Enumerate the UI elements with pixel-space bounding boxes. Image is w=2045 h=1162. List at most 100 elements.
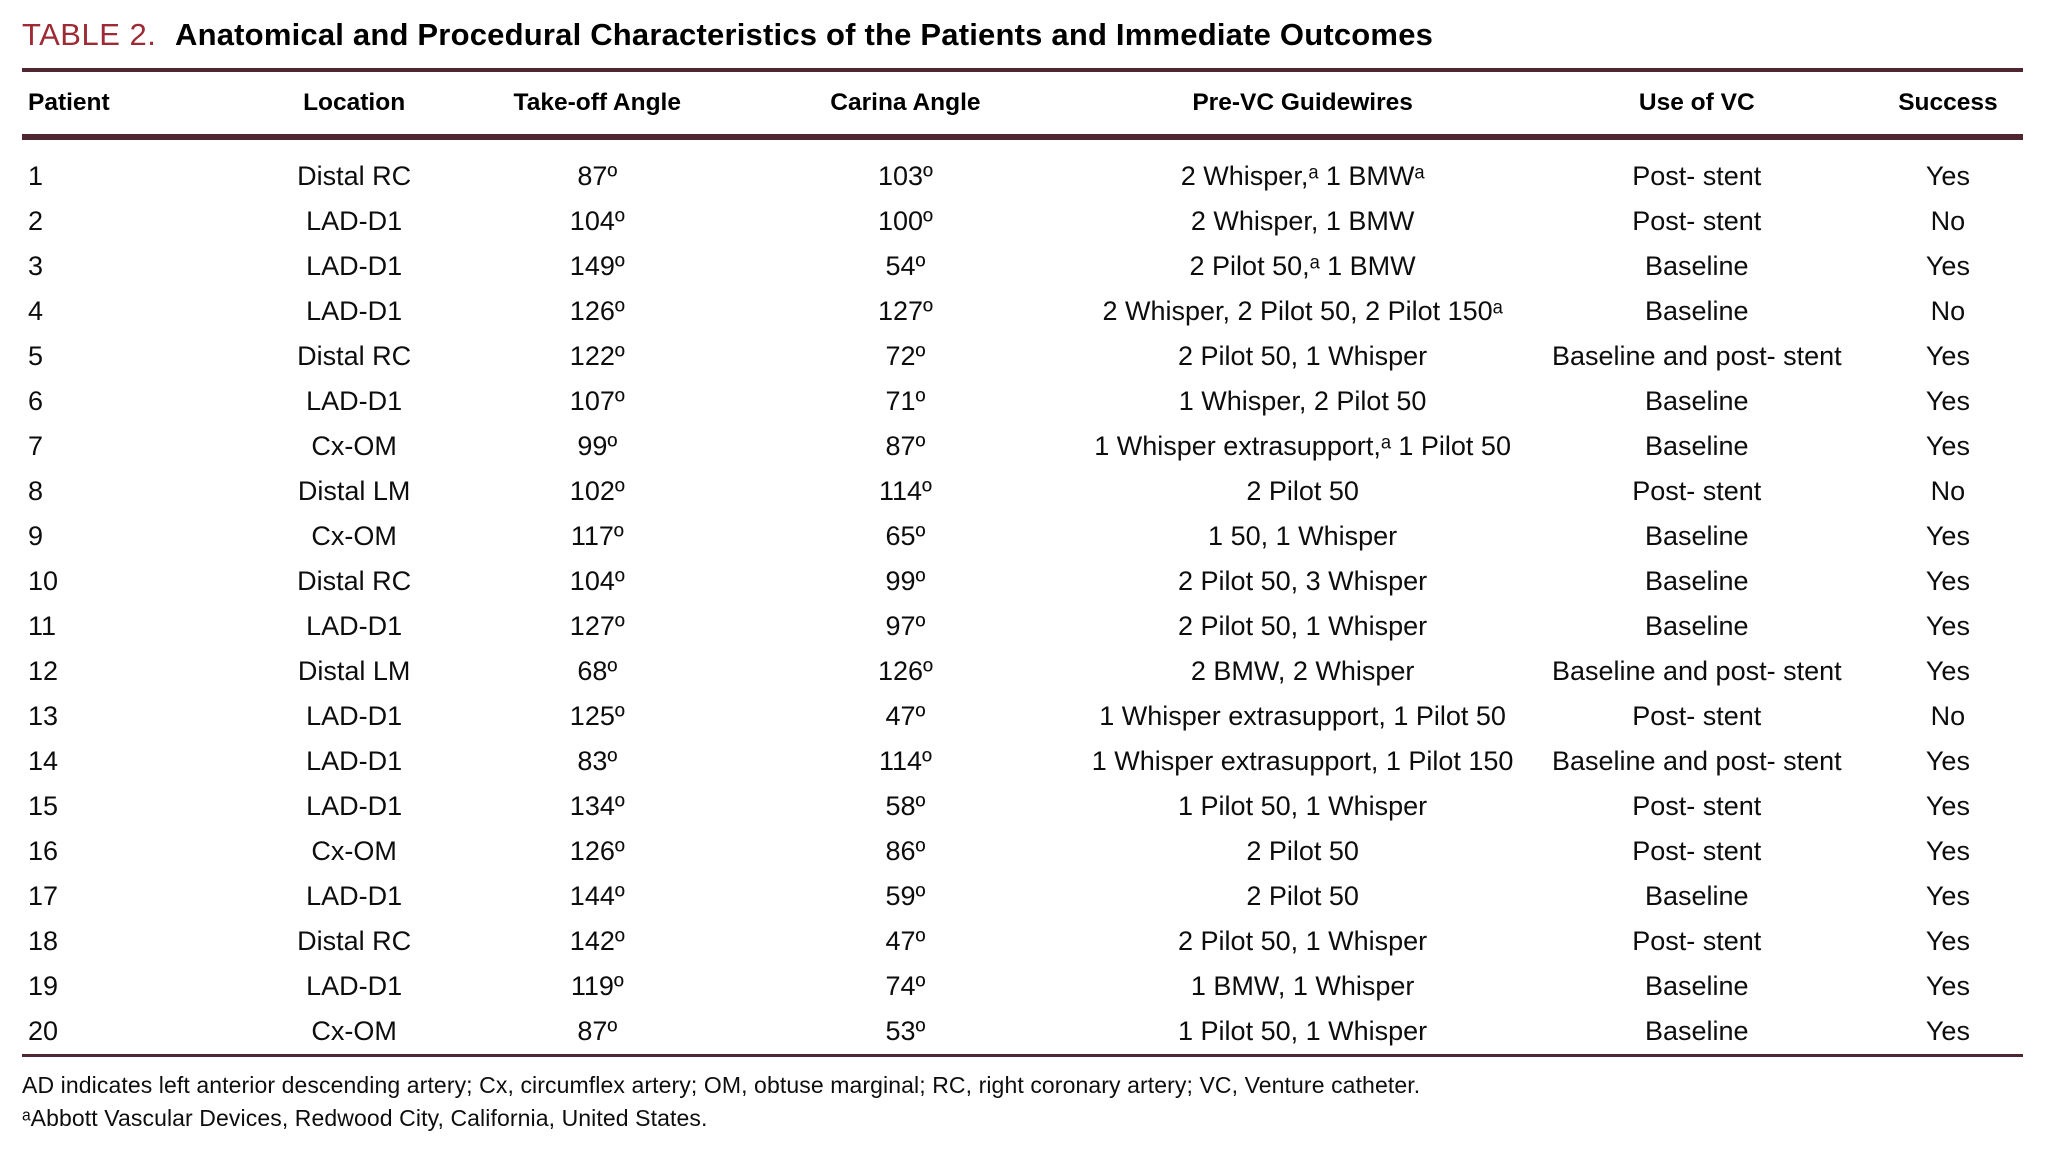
cell-pre-vc-guidewires: 2 Pilot 50, 3 Whisper [1178,565,1428,596]
cell-location: Cx-OM [311,1015,397,1046]
cell-take-off-angle: 142º [569,925,625,956]
cell-patient: 18 [28,925,59,956]
cell-take-off-angle: 125º [569,700,625,731]
cell-carina-angle: 114º [878,475,932,506]
cell-success: Yes [1925,250,1970,281]
cell-use-of-vc: Baseline [1645,430,1749,461]
table-row: 2 LAD-D1 104º 100º 2 Whisper, 1 BMW Post- ste… [22,199,2023,244]
table-number-label: TABLE 2. [22,17,157,52]
table-row: 20 Cx-OM 87º 53º 1 Pilot 50, 1 Whisper Baseli… [22,1009,2023,1054]
cell-carina-angle: 47º [885,925,926,956]
table-row: 12 Distal LM 68º 126º 2 BMW, 2 Whisper Baseli… [22,649,2023,694]
cell-take-off-angle: 122º [569,340,625,371]
cell-take-off-angle: 149º [569,250,625,281]
table-row: 1 Distal RC 87º 103º 2 Whisper,ᵃ 1 BMWᵃ Post-… [22,137,2023,199]
cell-success: Yes [1925,835,1970,866]
cell-carina-angle: 58º [885,790,926,821]
cell-pre-vc-guidewires: 2 Whisper, 2 Pilot 50, 2 Pilot 150ᵃ [1102,295,1503,326]
cell-take-off-angle: 68º [577,655,618,686]
cell-success: Yes [1925,790,1970,821]
cell-patient: 12 [28,655,59,686]
cell-use-of-vc: Post- stent [1632,205,1762,236]
table-header-row: Patient Location Take-off Angle Carina A… [22,72,2023,137]
cell-patient: 8 [28,475,44,506]
cell-patient: 7 [28,430,44,461]
cell-patient: 10 [28,565,59,596]
col-header-success: Success [1898,88,1998,116]
cell-use-of-vc: Baseline [1645,385,1749,416]
patients-table: Patient Location Take-off Angle Carina A… [22,72,2023,1054]
cell-patient: 13 [28,700,59,731]
cell-patient: 6 [28,385,44,416]
cell-patient: 4 [28,295,44,326]
table-row: 9 Cx-OM 117º 65º 1 50, 1 Whisper Baseline Yes [22,514,2023,559]
cell-carina-angle: 59º [885,880,926,911]
cell-use-of-vc: Baseline and post- stent [1551,655,1842,686]
cell-pre-vc-guidewires: 2 Pilot 50, 1 Whisper [1178,340,1428,371]
table-row: 13 LAD-D1 125º 47º 1 Whisper extrasupport, 1… [22,694,2023,739]
divider-bottom [22,1053,2023,1057]
col-header-use-of-vc: Use of VC [1638,88,1755,116]
cell-location: LAD-D1 [306,790,403,821]
cell-success: Yes [1925,430,1970,461]
cell-pre-vc-guidewires: 2 Pilot 50 [1246,880,1359,911]
cell-patient: 9 [28,520,44,551]
cell-location: Cx-OM [311,835,397,866]
cell-take-off-angle: 127º [569,610,625,641]
cell-pre-vc-guidewires: 1 BMW, 1 Whisper [1190,970,1415,1001]
cell-carina-angle: 97º [885,610,926,641]
cell-take-off-angle: 99º [577,430,618,461]
cell-take-off-angle: 119º [570,970,624,1001]
table-row: 7 Cx-OM 99º 87º 1 Whisper extrasupport,ᵃ 1 P… [22,424,2023,469]
cell-pre-vc-guidewires: 2 Pilot 50 [1246,475,1359,506]
cell-pre-vc-guidewires: 2 Pilot 50, 1 Whisper [1178,925,1428,956]
table-row: 5 Distal RC 122º 72º 2 Pilot 50, 1 Whisper Ba… [22,334,2023,379]
cell-carina-angle: 127º [877,295,933,326]
cell-use-of-vc: Post- stent [1632,790,1762,821]
cell-success: Yes [1925,1015,1970,1046]
footnotes: AD indicates left anterior descending ar… [22,1069,2023,1136]
cell-patient: 16 [28,835,59,866]
cell-location: LAD-D1 [306,610,403,641]
table-row: 10 Distal RC 104º 99º 2 Pilot 50, 3 Whisper B… [22,559,2023,604]
table-row: 18 Distal RC 142º 47º 2 Pilot 50, 1 Whisper P… [22,919,2023,964]
cell-location: Distal LM [297,655,411,686]
cell-success: Yes [1925,610,1970,641]
cell-location: LAD-D1 [306,700,403,731]
cell-use-of-vc: Post- stent [1632,925,1762,956]
table-body: 1 Distal RC 87º 103º 2 Whisper,ᵃ 1 BMWᵃ Post-… [22,137,2023,1054]
table-row: 6 LAD-D1 107º 71º 1 Whisper, 2 Pilot 50 Basel… [22,379,2023,424]
table-title: Anatomical and Procedural Characteristic… [175,17,1434,52]
table-header: Patient Location Take-off Angle Carina A… [22,72,2023,137]
cell-location: Distal RC [297,340,412,371]
table-row: 8 Distal LM 102º 114º 2 Pilot 50 Post- stent N… [22,469,2023,514]
cell-take-off-angle: 107º [569,385,625,416]
cell-success: Yes [1925,565,1970,596]
cell-carina-angle: 114º [878,745,932,776]
cell-location: Distal LM [297,475,411,506]
cell-take-off-angle: 87º [577,160,618,191]
cell-use-of-vc: Baseline [1645,880,1749,911]
cell-pre-vc-guidewires: 1 Whisper extrasupport, 1 Pilot 50 [1099,700,1506,731]
cell-success: No [1930,700,1966,731]
cell-use-of-vc: Baseline [1645,250,1749,281]
col-header-guidewires: Pre-VC Guidewires [1192,88,1413,116]
cell-location: LAD-D1 [306,970,403,1001]
cell-pre-vc-guidewires: 2 Pilot 50, 1 Whisper [1178,610,1428,641]
cell-pre-vc-guidewires: 1 Whisper extrasupport,ᵃ 1 Pilot 50 [1094,430,1511,461]
table-row: 14 LAD-D1 83º 114º 1 Whisper extrasupport, 1… [22,739,2023,784]
cell-success: No [1930,205,1966,236]
cell-patient: 1 [28,160,44,191]
cell-patient: 15 [28,790,59,821]
cell-pre-vc-guidewires: 1 Pilot 50, 1 Whisper [1178,790,1428,821]
cell-location: Distal RC [297,160,412,191]
cell-success: Yes [1925,520,1970,551]
col-header-location: Location [303,88,406,116]
cell-take-off-angle: 104º [569,565,625,596]
cell-pre-vc-guidewires: 1 Whisper, 2 Pilot 50 [1178,385,1427,416]
cell-success: Yes [1925,880,1970,911]
cell-use-of-vc: Post- stent [1632,700,1762,731]
cell-success: Yes [1925,385,1970,416]
cell-success: Yes [1925,655,1970,686]
